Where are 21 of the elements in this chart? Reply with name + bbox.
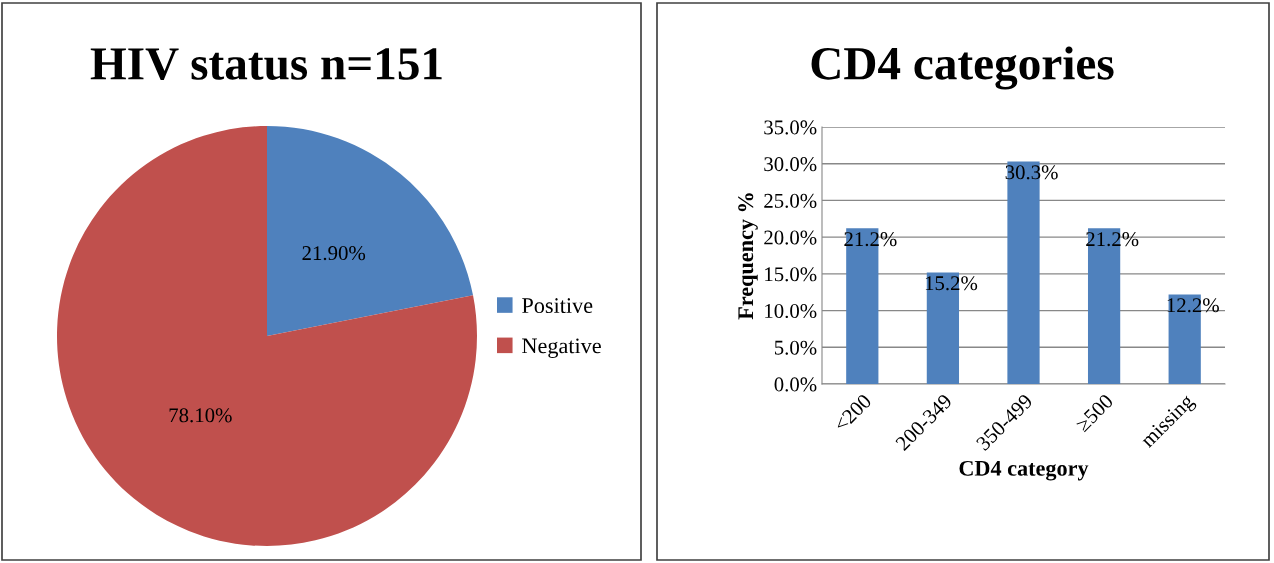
data-label: 78.10% [169, 408, 232, 423]
y-tick-label: 10.0% [765, 303, 817, 319]
y-tick-label: 20.0% [764, 230, 817, 245]
chart-title: CD4 categories [811, 46, 1114, 90]
legend-label: Negative [522, 338, 601, 358]
data-label: 21.2% [844, 232, 897, 247]
y-tick-label: 35.0% [764, 120, 817, 135]
y-tick-label: 0.0% [774, 377, 817, 392]
y-axis-title: Frequency % [738, 193, 758, 320]
y-tick-label: 30.0% [764, 157, 817, 172]
y-tick-label: 25.0% [764, 193, 817, 208]
pie-slice [57, 126, 477, 546]
data-label: 21.90% [302, 246, 366, 261]
y-tick-label: 15.0% [765, 267, 817, 282]
y-tick-label: 5.0% [774, 340, 817, 355]
x-axis-title: CD4 category [959, 460, 1089, 481]
data-label: 21.2% [1086, 232, 1139, 247]
legend-label: Positive [522, 298, 593, 314]
chart-title: HIV status n=151 [90, 48, 442, 81]
x-tick-label: <200 [833, 393, 873, 433]
pie-slice [267, 126, 474, 336]
